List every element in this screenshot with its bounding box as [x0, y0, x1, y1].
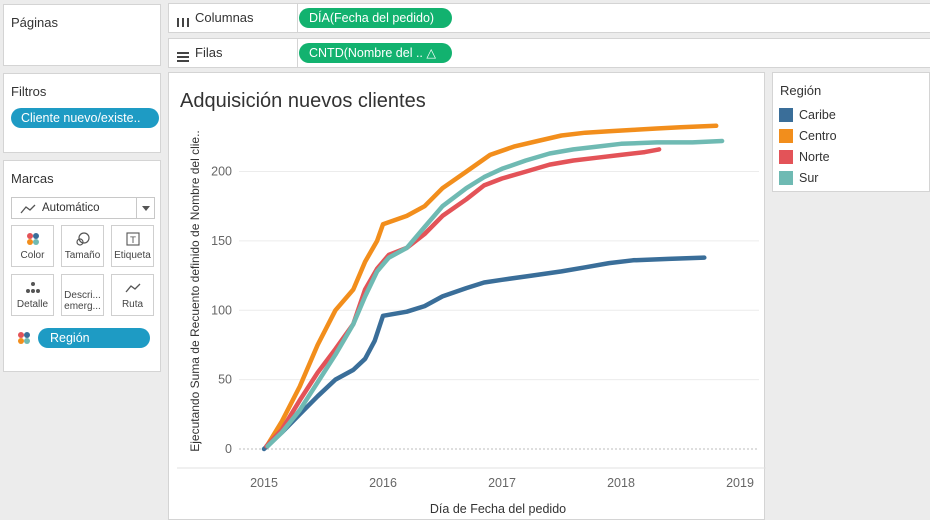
- chart-axes: 0 50 100 150 200 2015 2016 2017 2018 2019: [177, 165, 766, 490]
- columns-shelf: Columnas DÍA(Fecha del pedido): [168, 3, 930, 33]
- chevron-down-icon[interactable]: [136, 198, 154, 218]
- legend-label-centro: Centro: [799, 129, 837, 143]
- color-label: Color: [20, 250, 45, 261]
- columns-shelf-label: Columnas: [169, 4, 298, 32]
- line-mark-icon: [20, 202, 36, 222]
- color-icon: [12, 231, 53, 247]
- line-chart: Adquisición nuevos clientes 0 50 100 150 200…: [177, 90, 766, 516]
- rows-icon: [176, 46, 190, 62]
- columns-icon: [176, 11, 190, 27]
- legend-label-norte: Norte: [799, 150, 830, 164]
- rows-label-text: Filas: [195, 45, 223, 60]
- rows-shelf-label: Filas: [169, 39, 298, 67]
- size-label: Tamaño: [64, 250, 101, 261]
- region-color-pill[interactable]: Región: [38, 328, 150, 348]
- chart-title: Adquisición nuevos clientes: [180, 90, 426, 112]
- y-tick-label: 100: [211, 303, 232, 317]
- chart-grid: [239, 171, 759, 450]
- marks-title: Marcas: [11, 171, 54, 186]
- path-icon: [112, 280, 153, 296]
- y-axis-label: Ejecutando Suma de Recuento definido de …: [188, 130, 202, 452]
- filter-pill-new-customer[interactable]: Cliente nuevo/existe..: [11, 108, 159, 128]
- mark-type-dropdown[interactable]: Automático: [11, 197, 155, 219]
- chart-series: [261, 123, 725, 452]
- x-tick-label: 2015: [250, 476, 278, 490]
- label-label: Etiqueta: [114, 250, 151, 261]
- x-tick-label: 2019: [726, 476, 754, 490]
- series-line-caribe[interactable]: [261, 255, 707, 452]
- label-button[interactable]: T Etiqueta: [111, 225, 154, 267]
- marks-panel: Marcas Automático Color Tamaño T Etiquet…: [3, 160, 161, 372]
- series-line-sur[interactable]: [265, 138, 725, 449]
- legend-swatch-caribe: [779, 108, 793, 122]
- columns-pill-order-date[interactable]: DÍA(Fecha del pedido): [299, 8, 452, 28]
- mark-type-label: Automático: [42, 202, 100, 214]
- rows-shelf: Filas CNTD(Nombre del .. △: [168, 38, 930, 68]
- pages-panel: Páginas: [3, 4, 161, 66]
- legend-label-sur: Sur: [799, 171, 819, 185]
- x-tick-label: 2016: [369, 476, 397, 490]
- pages-title: Páginas: [11, 15, 58, 30]
- series-line-norte[interactable]: [264, 147, 662, 449]
- color-pill-icon: [17, 331, 33, 345]
- filters-title: Filtros: [11, 84, 47, 99]
- size-button[interactable]: Tamaño: [61, 225, 104, 267]
- filters-panel: Filtros Cliente nuevo/existe..: [3, 73, 161, 153]
- legend-title: Región: [780, 83, 822, 98]
- detail-button[interactable]: Detalle: [11, 274, 54, 316]
- legend-panel: Región Caribe Centro Norte Sur: [772, 72, 930, 192]
- detail-icon: [12, 280, 53, 296]
- chart-panel: Adquisición nuevos clientes 0 50 100 150 200…: [168, 72, 766, 520]
- tooltip-label-line1: Descri...: [64, 290, 101, 301]
- legend-swatch-sur: [779, 171, 793, 185]
- left-empty-area: [3, 378, 161, 520]
- legend-item-norte[interactable]: Norte: [779, 149, 830, 165]
- legend-swatch-centro: [779, 129, 793, 143]
- legend-item-sur[interactable]: Sur: [779, 170, 818, 186]
- y-tick-label: 200: [211, 165, 232, 179]
- size-icon: [62, 231, 103, 247]
- text-label-icon: T: [112, 231, 153, 247]
- legend-item-centro[interactable]: Centro: [779, 128, 837, 144]
- x-axis-label: Día de Fecha del pedido: [430, 502, 566, 516]
- y-tick-label: 0: [225, 442, 232, 456]
- rows-pill-customer-count[interactable]: CNTD(Nombre del .. △: [299, 43, 452, 63]
- tooltip-label-line2: emerg...: [64, 301, 101, 312]
- detail-label: Detalle: [16, 299, 49, 310]
- columns-label-text: Columnas: [195, 10, 254, 25]
- color-button[interactable]: Color: [11, 225, 54, 267]
- legend-item-caribe[interactable]: Caribe: [779, 107, 836, 123]
- series-line-centro[interactable]: [265, 123, 719, 448]
- y-tick-label: 50: [218, 373, 232, 387]
- tooltip-button[interactable]: Descri... emerg...: [61, 274, 104, 316]
- legend-label-caribe: Caribe: [799, 108, 836, 122]
- path-label: Ruta: [121, 299, 144, 310]
- svg-text:T: T: [129, 236, 136, 246]
- x-tick-label: 2017: [488, 476, 516, 490]
- path-button[interactable]: Ruta: [111, 274, 154, 316]
- legend-swatch-norte: [779, 150, 793, 164]
- y-tick-label: 150: [211, 234, 232, 248]
- x-tick-label: 2018: [607, 476, 635, 490]
